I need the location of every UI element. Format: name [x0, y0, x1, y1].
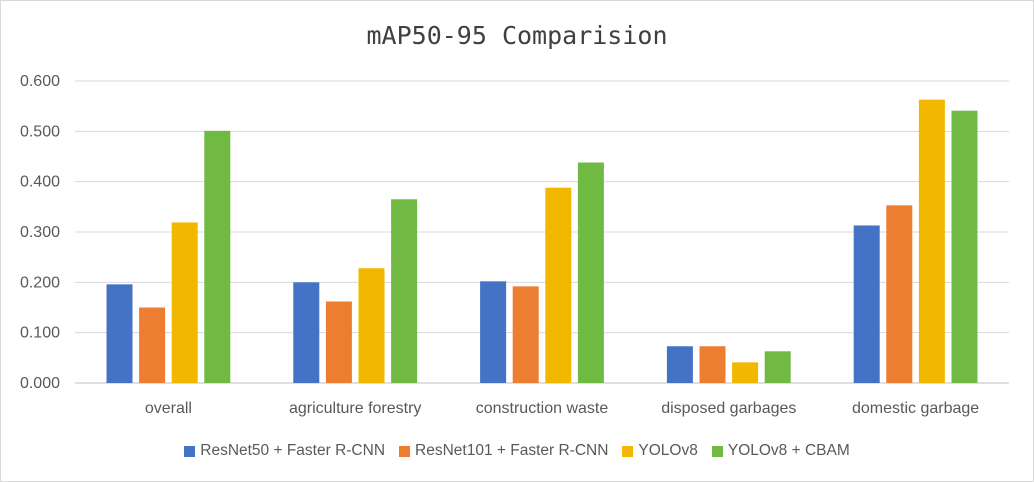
bar-3-0: [666, 346, 693, 383]
y-tick-label: 0.600: [20, 73, 60, 90]
x-category-label: construction waste: [476, 400, 609, 417]
bar-2-1: [512, 286, 539, 383]
legend-label: YOLOv8: [638, 442, 698, 459]
axis-labels: 0.000 0.100 0.200 0.300 0.400 0.500 0.600 overa…: [20, 73, 979, 417]
bar-1-2: [358, 268, 385, 383]
x-category-label: domestic garbage: [852, 400, 979, 417]
bar-4-3: [951, 110, 978, 384]
bar-3-1: [699, 346, 726, 383]
x-category-label: agriculture forestry: [289, 400, 422, 417]
y-tick-label: 0.000: [20, 375, 60, 392]
bar-0-1: [139, 307, 166, 383]
legend-swatch: [184, 445, 196, 457]
legend-swatch: [711, 445, 723, 457]
chart-title: mAP50-95 Comparision: [366, 21, 668, 50]
bar-4-0: [853, 225, 880, 383]
bar-1-1: [325, 301, 352, 383]
bar-4-2: [918, 99, 945, 383]
bar-chart: 0.000 0.100 0.200 0.300 0.400 0.500 0.600 overa…: [20, 73, 1009, 417]
bar-0-3: [204, 130, 231, 383]
legend-label: YOLOv8 + CBAM: [727, 442, 850, 459]
bar-1-3: [391, 199, 418, 383]
y-tick-label: 0.100: [20, 325, 60, 342]
legend-swatch: [399, 445, 411, 457]
gridlines: [75, 80, 1009, 384]
y-tick-label: 0.200: [20, 274, 60, 291]
x-category-label: disposed garbages: [661, 400, 796, 417]
bar-0-0: [106, 284, 133, 383]
x-category-label: overall: [145, 400, 192, 417]
legend-item: ResNet101 + Faster R-CNN: [399, 442, 608, 460]
bars: [106, 99, 978, 384]
legend-swatch: [622, 445, 634, 457]
y-tick-label: 0.400: [20, 174, 60, 191]
y-tick-label: 0.300: [20, 224, 60, 241]
legend-label: ResNet50 + Faster R-CNN: [200, 442, 386, 459]
legend-item: YOLOv8: [622, 442, 698, 460]
bar-4-1: [886, 205, 913, 383]
legend-item: ResNet50 + Faster R-CNN: [184, 442, 385, 460]
bar-2-3: [577, 162, 604, 383]
bar-3-3: [764, 351, 791, 383]
legend: ResNet50 + Faster R-CNN ResNet101 + Faste…: [1, 442, 1033, 460]
legend-item: YOLOv8 + CBAM: [711, 442, 850, 460]
y-tick-label: 0.500: [20, 123, 60, 140]
bar-1-0: [293, 282, 320, 383]
bar-2-0: [480, 281, 507, 383]
bar-0-2: [171, 222, 198, 383]
legend-label: ResNet101 + Faster R-CNN: [415, 442, 609, 459]
bar-3-2: [732, 362, 759, 383]
bar-2-2: [545, 187, 572, 383]
